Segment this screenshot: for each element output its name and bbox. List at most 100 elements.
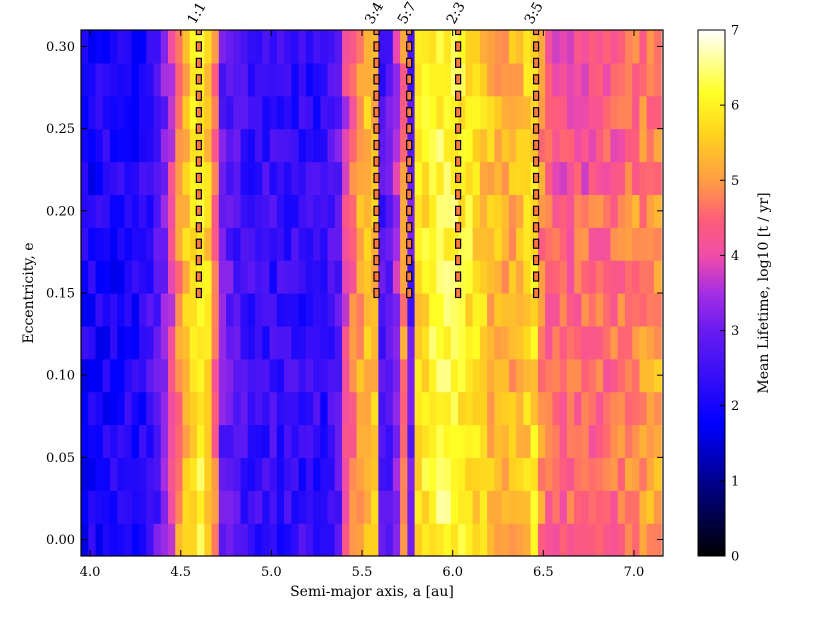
heatmap-cell bbox=[646, 490, 655, 524]
heatmap-cell bbox=[233, 62, 242, 97]
heatmap-cell bbox=[617, 391, 626, 426]
heatmap-cell bbox=[450, 260, 459, 294]
heatmap-cell bbox=[479, 62, 488, 97]
heatmap-cell bbox=[284, 457, 292, 491]
heatmap-cell bbox=[523, 391, 532, 426]
heatmap-cell bbox=[298, 260, 307, 294]
resonance-dash bbox=[532, 156, 540, 167]
heatmap-cell bbox=[204, 30, 213, 64]
heatmap-cell bbox=[603, 490, 612, 524]
heatmap-cell bbox=[269, 62, 278, 97]
heatmap-cell bbox=[400, 128, 408, 163]
heatmap-cell bbox=[385, 30, 394, 64]
heatmap-cell bbox=[581, 325, 590, 360]
heatmap-cell bbox=[95, 325, 104, 360]
heatmap-cell bbox=[240, 260, 249, 294]
heatmap-cell bbox=[537, 260, 546, 294]
heatmap-cell bbox=[298, 62, 307, 97]
heatmap-cell bbox=[291, 227, 300, 261]
heatmap-cell bbox=[603, 325, 612, 360]
resonance-dash bbox=[532, 238, 540, 249]
heatmap-cell bbox=[552, 95, 561, 130]
heatmap-cell bbox=[269, 161, 278, 195]
heatmap-cell bbox=[559, 161, 568, 195]
heatmap-cell bbox=[305, 424, 314, 458]
heatmap-cell bbox=[487, 194, 495, 228]
heatmap-cell bbox=[588, 358, 597, 393]
heatmap-cell bbox=[414, 194, 423, 228]
heatmap-cell bbox=[168, 227, 176, 261]
y-tick-label: 0.10 bbox=[46, 369, 75, 384]
heatmap-cell bbox=[588, 194, 597, 228]
heatmap-cell bbox=[211, 293, 220, 327]
heatmap-cell bbox=[291, 523, 300, 556]
heatmap-cell bbox=[545, 325, 553, 360]
heatmap-cell bbox=[284, 95, 292, 130]
heatmap-cell bbox=[226, 260, 234, 294]
heatmap-cell bbox=[494, 325, 503, 360]
heatmap-cell bbox=[320, 391, 329, 426]
heatmap-cell bbox=[218, 523, 227, 556]
heatmap-cell bbox=[501, 62, 510, 97]
heatmap-cell bbox=[320, 194, 329, 228]
colorbar-tick-label: 6 bbox=[731, 99, 739, 114]
heatmap-cell bbox=[363, 523, 372, 556]
heatmap-cell bbox=[501, 358, 510, 393]
heatmap-cell bbox=[276, 391, 285, 426]
heatmap-cell bbox=[247, 227, 256, 261]
heatmap-cell bbox=[429, 128, 437, 163]
heatmap-cell bbox=[501, 161, 510, 195]
heatmap-cell bbox=[392, 128, 401, 163]
heatmap-cell bbox=[233, 325, 242, 360]
y-tick-label: 0.00 bbox=[46, 533, 75, 548]
heatmap-cell bbox=[566, 161, 575, 195]
heatmap-cell bbox=[276, 128, 285, 163]
heatmap-cell bbox=[646, 325, 655, 360]
heatmap-cell bbox=[175, 62, 184, 97]
heatmap-cell bbox=[487, 523, 495, 556]
heatmap-cell bbox=[559, 391, 568, 426]
x-tick-label: 5.5 bbox=[352, 565, 373, 580]
heatmap-cell bbox=[516, 194, 524, 228]
heatmap-cell bbox=[269, 30, 278, 64]
heatmap-cell bbox=[182, 391, 191, 426]
heatmap-cell bbox=[102, 457, 111, 491]
heatmap-cell bbox=[378, 260, 387, 294]
heatmap-cell bbox=[385, 424, 394, 458]
heatmap-cell bbox=[574, 424, 583, 458]
heatmap-cell bbox=[139, 325, 147, 360]
heatmap-cell bbox=[574, 227, 583, 261]
heatmap-cell bbox=[472, 128, 481, 163]
heatmap-cell bbox=[465, 523, 474, 556]
heatmap-cell bbox=[378, 391, 387, 426]
heatmap-cell bbox=[305, 391, 314, 426]
heatmap-cell bbox=[269, 260, 278, 294]
heatmap-cell bbox=[197, 358, 205, 393]
heatmap-cell bbox=[168, 260, 176, 294]
heatmap-cell bbox=[632, 194, 641, 228]
heatmap-cell bbox=[233, 260, 242, 294]
heatmap-cell bbox=[537, 358, 546, 393]
heatmap-cell bbox=[494, 457, 503, 491]
heatmap-cell bbox=[588, 128, 597, 163]
heatmap-cell bbox=[574, 490, 583, 524]
heatmap-cell bbox=[131, 95, 140, 130]
heatmap-cell bbox=[334, 358, 343, 393]
heatmap-cell bbox=[385, 62, 394, 97]
heatmap-cell bbox=[436, 161, 445, 195]
heatmap-cell bbox=[400, 457, 408, 491]
resonance-label: 1:1 bbox=[185, 0, 210, 27]
heatmap-cell bbox=[81, 424, 89, 458]
heatmap-cell bbox=[508, 293, 517, 327]
heatmap-cell bbox=[313, 358, 321, 393]
heatmap-cell bbox=[175, 457, 184, 491]
x-tick-label: 5.0 bbox=[261, 565, 282, 580]
resonance-dash bbox=[406, 107, 413, 118]
heatmap-cell bbox=[465, 490, 474, 524]
heatmap-cell bbox=[624, 424, 633, 458]
heatmap-cell bbox=[284, 194, 292, 228]
heatmap-cell bbox=[175, 490, 184, 524]
heatmap-cell bbox=[508, 391, 517, 426]
heatmap-cell bbox=[197, 391, 205, 426]
heatmap-cell bbox=[146, 457, 155, 491]
